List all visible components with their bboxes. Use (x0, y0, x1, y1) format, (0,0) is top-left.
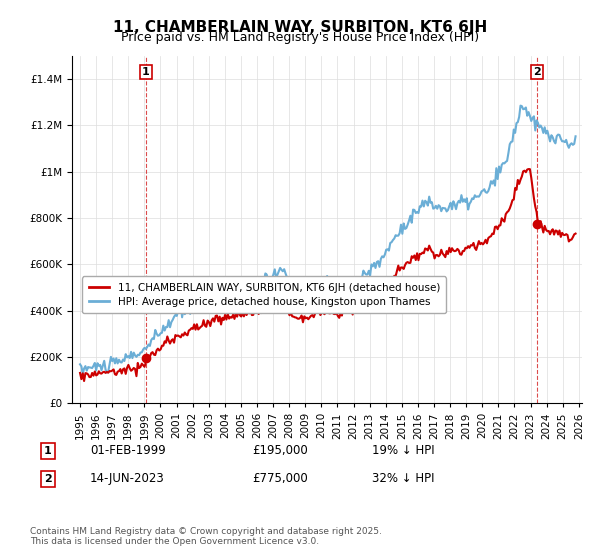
Text: 1: 1 (44, 446, 52, 456)
Text: Contains HM Land Registry data © Crown copyright and database right 2025.
This d: Contains HM Land Registry data © Crown c… (30, 526, 382, 546)
Text: 11, CHAMBERLAIN WAY, SURBITON, KT6 6JH: 11, CHAMBERLAIN WAY, SURBITON, KT6 6JH (113, 20, 487, 35)
Text: 2: 2 (44, 474, 52, 484)
Legend: 11, CHAMBERLAIN WAY, SURBITON, KT6 6JH (detached house), HPI: Average price, det: 11, CHAMBERLAIN WAY, SURBITON, KT6 6JH (… (82, 277, 446, 313)
Text: 01-FEB-1999: 01-FEB-1999 (90, 444, 166, 458)
Text: 32% ↓ HPI: 32% ↓ HPI (372, 472, 434, 486)
Text: Price paid vs. HM Land Registry's House Price Index (HPI): Price paid vs. HM Land Registry's House … (121, 31, 479, 44)
Text: 1: 1 (142, 67, 149, 77)
Text: 14-JUN-2023: 14-JUN-2023 (90, 472, 165, 486)
Text: £775,000: £775,000 (252, 472, 308, 486)
Text: £195,000: £195,000 (252, 444, 308, 458)
Text: 2: 2 (533, 67, 541, 77)
Text: 19% ↓ HPI: 19% ↓ HPI (372, 444, 434, 458)
